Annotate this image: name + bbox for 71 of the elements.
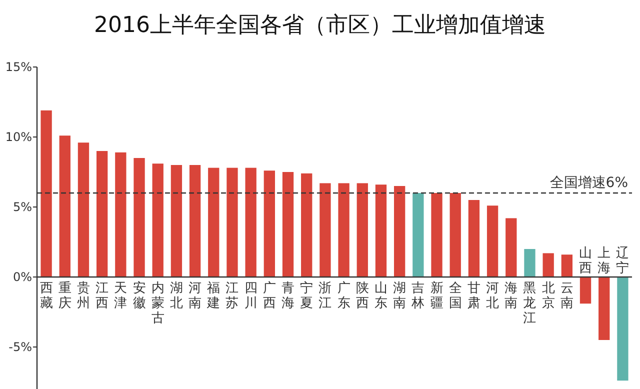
bar: [189, 165, 201, 277]
bar: [226, 168, 238, 277]
bar: [356, 183, 368, 277]
bar: [450, 193, 461, 277]
bar: [152, 164, 164, 277]
bar: [524, 249, 536, 277]
bar: [468, 200, 480, 277]
x-tick-label: 天津: [114, 281, 128, 311]
x-tick-label: 贵州: [76, 281, 90, 311]
x-tick-label: 云南: [560, 281, 574, 311]
x-tick-label: 山西: [579, 246, 592, 276]
y-tick-label: 10%: [5, 130, 32, 144]
x-tick-label: 福建: [206, 281, 220, 311]
x-tick-label: 山东: [374, 281, 388, 311]
x-tick-label: 辽宁: [616, 246, 630, 276]
bar: [96, 151, 108, 277]
bar: [208, 168, 220, 277]
x-tick-label: 西藏: [40, 281, 53, 311]
bar: [394, 186, 406, 277]
bar: [338, 183, 350, 277]
x-tick-label: 河北: [486, 281, 500, 311]
x-tick-label: 北京: [542, 281, 555, 311]
x-tick-label: 湖北: [170, 281, 183, 311]
x-tick-label: 海南: [504, 281, 518, 311]
x-tick-label: 江苏: [226, 281, 239, 311]
bar: [115, 152, 126, 277]
x-tick-label: 全国: [448, 281, 462, 311]
x-tick-label: 四川: [244, 281, 258, 311]
x-tick-label: 宁夏: [300, 280, 314, 311]
x-tick-label: 广东: [337, 281, 350, 311]
bar: [59, 136, 70, 277]
x-tick-label: 新疆: [430, 281, 444, 311]
bar: [375, 184, 387, 277]
bar: [486, 206, 498, 277]
bar: [134, 158, 145, 277]
x-tick-label: 内蒙古: [151, 281, 164, 326]
bar: [320, 183, 331, 277]
x-tick-label: 甘肃: [467, 281, 480, 311]
bar: [561, 254, 572, 277]
bar: [412, 193, 424, 277]
y-tick-label: -5%: [8, 340, 32, 354]
chart-title: 2016上半年全国各省（市区）工业增加值增速: [94, 13, 546, 38]
bar: [78, 142, 90, 277]
bar: [40, 110, 52, 277]
x-tick-label: 广西: [262, 281, 276, 311]
y-tick-label: 0%: [12, 270, 32, 284]
bar: [617, 277, 628, 381]
bar: [301, 173, 312, 277]
x-tick-label: 陕西: [356, 281, 369, 311]
x-tick-label: 上海: [598, 246, 611, 276]
x-tick-label: 河南: [188, 281, 202, 311]
ref-line-label: 全国增速6%: [550, 175, 628, 191]
x-tick-label: 安徽: [132, 280, 146, 311]
x-tick-label: 黑龙江: [523, 281, 536, 326]
bar: [170, 165, 182, 277]
bar: [431, 193, 442, 277]
bar: [542, 253, 554, 277]
x-tick-label: 吉林: [410, 281, 425, 311]
bar: [598, 277, 610, 340]
x-tick-label: 青海: [282, 281, 295, 311]
bar: [245, 168, 256, 277]
bar: [282, 172, 294, 277]
x-tick-label: 浙江: [318, 281, 332, 311]
bar: [506, 218, 517, 277]
y-tick-label: 5%: [12, 200, 32, 214]
y-tick-label: 15%: [5, 60, 32, 74]
bar: [264, 170, 275, 277]
bar: [580, 277, 592, 304]
x-tick-label: 江西: [96, 281, 109, 311]
x-tick-label: 重庆: [58, 281, 72, 311]
x-tick-label: 湖南: [393, 281, 406, 311]
